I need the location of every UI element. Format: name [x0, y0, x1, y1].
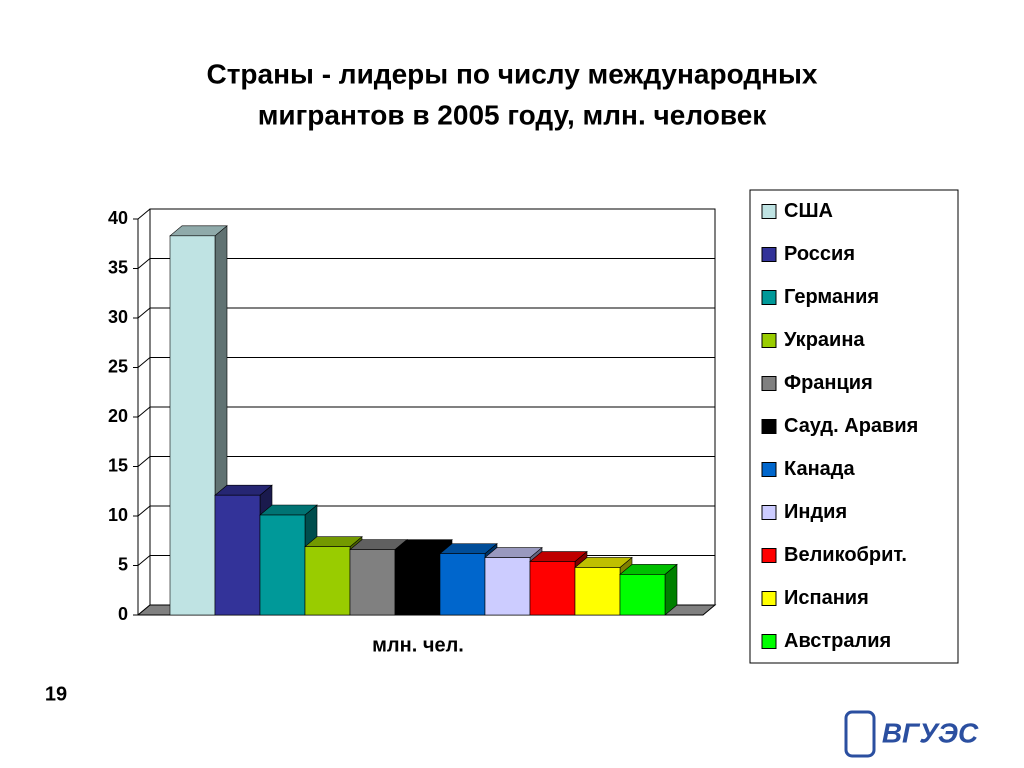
chart-title: Страны - лидеры по числу международных: [206, 58, 817, 89]
legend-label: Испания: [784, 587, 869, 609]
logo-emblem: [844, 710, 876, 758]
bar: [439, 553, 486, 616]
y-tick-label: 0: [118, 604, 128, 624]
y-tick-label: 5: [118, 554, 128, 574]
legend-label: Австралия: [784, 630, 891, 652]
bar: [169, 235, 216, 616]
grid-line-wall: [137, 456, 151, 467]
y-tick-label: 35: [108, 257, 128, 277]
grid-line-wall: [137, 406, 151, 418]
legend-swatch: [761, 290, 777, 305]
legend-swatch: [761, 591, 777, 606]
legend-swatch: [761, 548, 777, 563]
bar: [394, 549, 441, 616]
bar: [529, 561, 576, 616]
legend-box: [749, 189, 959, 664]
bar: [214, 494, 261, 616]
legend-swatch: [761, 376, 777, 391]
y-tick-label: 25: [108, 356, 128, 376]
chart-title: мигрантов в 2005 году, млн. человек: [258, 99, 768, 130]
logo-text: ВГУЭС: [882, 717, 979, 748]
logo: ВГУЭС: [844, 710, 979, 758]
grid-line-wall: [137, 357, 151, 368]
legend-label: Сауд. Аравия: [784, 415, 918, 437]
bar: [619, 574, 666, 616]
legend-swatch: [761, 462, 777, 477]
legend-label: Канада: [784, 458, 855, 480]
legend-label: Украина: [784, 329, 865, 351]
legend-swatch: [761, 634, 777, 649]
bar: [304, 546, 351, 616]
grid-line-wall: [137, 208, 151, 220]
legend-label: Великобрит.: [784, 544, 907, 566]
grid-line-wall: [137, 258, 151, 269]
y-tick-label: 15: [108, 455, 128, 475]
bar: [349, 549, 396, 616]
legend-swatch: [761, 204, 777, 219]
x-tick-label: млн. чел.: [372, 634, 464, 656]
y-tick-label: 20: [108, 406, 128, 426]
legend-label: Франция: [784, 372, 873, 394]
page-number: 19: [45, 683, 67, 705]
y-tick-label: 40: [108, 208, 128, 228]
legend-label: Индия: [784, 501, 847, 523]
legend-label: Германия: [784, 286, 879, 308]
grid-line-wall: [137, 555, 151, 566]
legend-swatch: [761, 419, 777, 434]
grid-line-wall: [137, 307, 151, 319]
y-tick-label: 30: [108, 307, 128, 327]
legend-swatch: [761, 247, 777, 262]
legend-label: США: [784, 200, 833, 222]
legend-label: Россия: [784, 243, 855, 265]
legend-swatch: [761, 333, 777, 348]
bar: [574, 567, 621, 616]
legend-swatch: [761, 505, 777, 520]
grid-line-wall: [137, 505, 151, 517]
y-tick-label: 10: [108, 505, 128, 525]
bar: [484, 557, 531, 616]
bar: [259, 514, 306, 616]
